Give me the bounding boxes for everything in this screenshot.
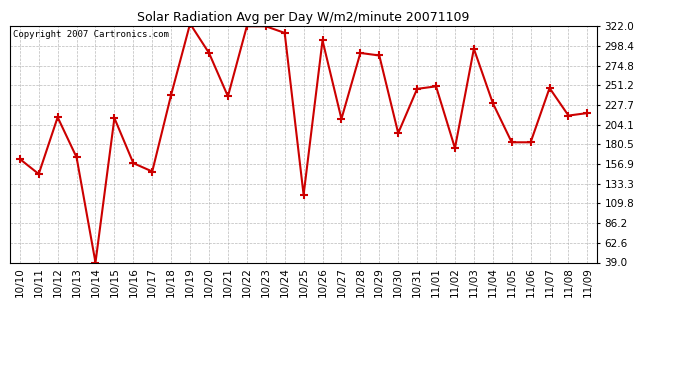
Text: Copyright 2007 Cartronics.com: Copyright 2007 Cartronics.com bbox=[13, 30, 169, 39]
Title: Solar Radiation Avg per Day W/m2/minute 20071109: Solar Radiation Avg per Day W/m2/minute … bbox=[137, 11, 470, 24]
